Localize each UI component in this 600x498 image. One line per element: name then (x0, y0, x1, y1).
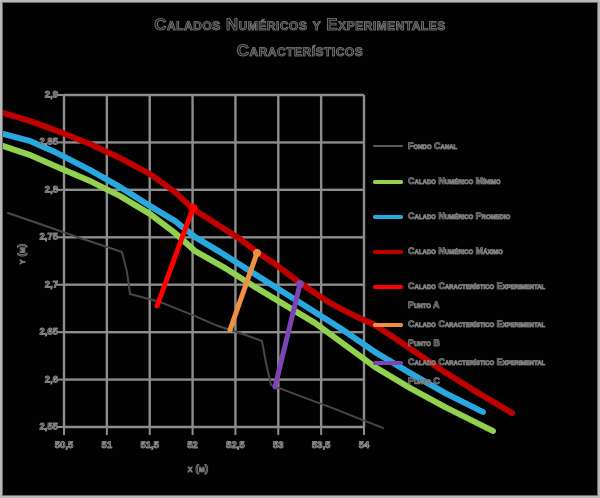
legend-label-line: Punto B (408, 338, 441, 349)
legend-label-line: Calado Característico Experimental (408, 319, 546, 330)
y-tick-label: 2,9 (44, 89, 58, 101)
marker-dot-punto-b (253, 249, 261, 257)
x-tick-label: 53 (272, 440, 284, 452)
legend-label-line: Calado Característico Experimental (408, 357, 546, 368)
x-tick-label: 50,5 (54, 440, 74, 452)
legend-item-fondo-canal: Fondo Canal (373, 137, 599, 156)
marker-line-punto-a (154, 205, 196, 309)
legend-label-line: Calado Numérico Máximo (408, 246, 504, 257)
legend-item-experimental-punto-c: Calado Característico Experimental Punto … (373, 353, 599, 391)
y-tick-label: 2,85 (39, 136, 58, 149)
legend-swatch-calado-maximo (373, 250, 403, 254)
marker-line-punto-c (272, 281, 303, 390)
legend-label-experimental-punto-c: Calado Característico Experimental Punto … (408, 353, 546, 391)
x-tick-label: 51 (101, 440, 113, 452)
legend-item-experimental-punto-b: Calado Característico Experimental Punto … (373, 315, 599, 353)
legend-swatch-experimental-punto-b (373, 323, 403, 327)
legend: Fondo Canal Calado Numérico Mínimo Calado … (373, 137, 599, 391)
x-tick-label: 52,5 (226, 440, 245, 452)
chart-title-line1: Calados Numéricos y Experimentales (154, 15, 446, 35)
legend-label-line: Punto A (408, 300, 440, 311)
y-tick-label: 2,55 (39, 421, 58, 433)
y-tick-label: 2,7 (44, 279, 58, 291)
y-tick-label: 2,65 (39, 326, 58, 338)
legend-label-calado-promedio: Calado Numérico Promedio (408, 207, 511, 226)
legend-label-experimental-punto-a: Calado Característico Experimental Punto … (408, 277, 546, 315)
legend-swatch-fondo-canal (373, 145, 403, 147)
marker-dot-punto-a (188, 203, 198, 213)
x-tick-label: 52 (187, 440, 198, 452)
series-calado-promedio (0, 130, 486, 415)
legend-item-calado-maximo: Calado Numérico Máximo (373, 242, 599, 261)
y-axis-label: y (m) (16, 243, 29, 265)
legend-label-calado-maximo: Calado Numérico Máximo (408, 242, 504, 261)
legend-swatch-calado-promedio (373, 215, 403, 219)
chart-title: Calados Numéricos y Experimentales Carac… (0, 12, 600, 64)
legend-item-experimental-punto-a: Calado Característico Experimental Punto … (373, 277, 599, 315)
series-calado-maximo (0, 109, 515, 416)
y-axis-tick-labels: 2,9 2,85 2,8 2,75 2,7 2,65 2,6 2,55 (8, 0, 58, 498)
legend-label-line: Punto C (408, 376, 441, 387)
marker-line-punto-b (227, 250, 260, 333)
series-calado-minimo (0, 142, 496, 434)
legend-label-line: Calado Numérico Promedio (408, 211, 511, 222)
legend-swatch-calado-minimo (373, 180, 403, 184)
legend-swatch-experimental-punto-a (373, 285, 403, 289)
legend-label-line: Calado Característico Experimental (408, 281, 546, 292)
legend-label-line: Calado Numérico Mínimo (408, 176, 501, 187)
y-tick-label: 2,8 (44, 184, 58, 196)
legend-label-experimental-punto-b: Calado Característico Experimental Punto … (408, 315, 546, 353)
series-fondo-canal (7, 212, 384, 429)
legend-item-calado-promedio: Calado Numérico Promedio (373, 207, 599, 226)
legend-swatch-experimental-punto-c (373, 361, 403, 365)
x-axis-tick-labels: 50,5 51 51,5 52 52,5 53 53,5 54 (0, 440, 600, 454)
legend-item-calado-minimo: Calado Numérico Mínimo (373, 172, 599, 191)
legend-label-fondo-canal: Fondo Canal (408, 137, 458, 156)
legend-label-calado-minimo: Calado Numérico Mínimo (408, 172, 501, 191)
marker-dot-punto-c (296, 280, 304, 288)
chart-title-line2: Característicos (236, 41, 364, 61)
x-axis-label: x (m) (187, 463, 209, 476)
y-tick-label: 2,75 (39, 231, 58, 243)
x-tick-label: 53,5 (311, 440, 331, 452)
x-tick-label: 51,5 (140, 440, 159, 452)
y-tick-label: 2,6 (44, 374, 58, 386)
legend-label-line: Fondo Canal (408, 141, 458, 152)
x-tick-label: 54 (358, 440, 370, 452)
